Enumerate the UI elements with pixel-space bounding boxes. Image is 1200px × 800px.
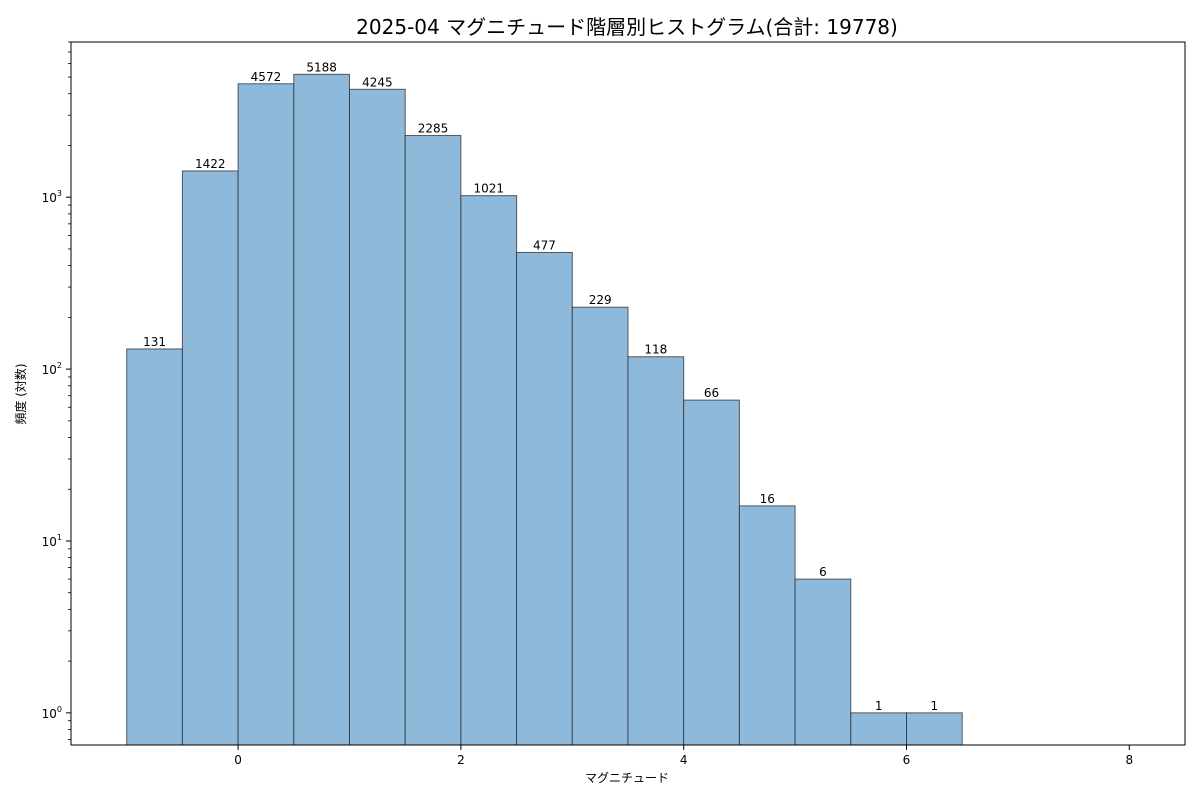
plot-area-frame — [70, 41, 1186, 746]
bar-value-label: 118 — [644, 343, 667, 357]
histogram-bar — [349, 88, 406, 746]
x-axis: 0 2 4 6 8 — [234, 745, 1133, 767]
histogram-bar — [627, 356, 685, 746]
histogram-bar — [794, 578, 852, 746]
histogram-bar — [571, 306, 629, 746]
bar-value-label: 229 — [589, 293, 612, 307]
bar-value-label: 66 — [704, 386, 719, 400]
bar-value-label: 1422 — [195, 157, 226, 171]
x-tick-label: 0 — [234, 753, 242, 767]
histogram-bar — [738, 505, 796, 746]
y-tick-label: 100 — [42, 705, 62, 721]
histogram-bar — [460, 195, 518, 746]
y-tick-label-exponent: 3 — [57, 189, 62, 198]
bar-value-label: 1021 — [473, 182, 504, 196]
bar-value-label: 6 — [819, 565, 827, 579]
bar-value-label: 131 — [143, 335, 166, 349]
bar-value-label: 1 — [931, 699, 939, 713]
chart-title: 2025-04 マグニチュード階層別ヒストグラム(合計: 19778) — [356, 15, 898, 39]
x-tick-label: 2 — [457, 753, 465, 767]
x-tick-label: 4 — [680, 753, 688, 767]
bar-value-label: 16 — [760, 492, 775, 506]
y-tick-label-exponent: 2 — [57, 361, 62, 370]
y-tick-label: 102 — [42, 361, 62, 377]
histogram-bar — [516, 251, 573, 746]
y-tick-label-exponent: 1 — [57, 533, 62, 542]
histogram-bar — [404, 135, 462, 746]
y-axis-label: 頻度 (対数) — [13, 363, 28, 424]
x-axis-label: マグニチュード — [585, 771, 669, 785]
histogram-bar — [293, 73, 350, 746]
histogram-bar — [237, 83, 295, 746]
histogram-bar — [181, 170, 239, 746]
y-tick-label-exponent: 0 — [57, 705, 62, 714]
bar-value-label: 4572 — [251, 70, 282, 84]
bar-value-label: 2285 — [418, 122, 449, 136]
y-tick-label-base: 10 — [42, 191, 57, 205]
bar-value-label: 4245 — [362, 75, 393, 89]
x-tick-label: 8 — [1125, 753, 1133, 767]
y-tick-label-base: 10 — [42, 535, 57, 549]
bars-layer — [126, 73, 963, 746]
histogram-bar — [683, 399, 740, 746]
bar-value-label: 5188 — [306, 60, 337, 74]
histogram-bar — [126, 348, 183, 746]
bar-value-label: 477 — [533, 238, 556, 252]
data-labels-layer: 1311422457251884245228510214772291186616… — [143, 60, 938, 713]
bar-value-label: 1 — [875, 699, 883, 713]
y-tick-label: 101 — [42, 533, 62, 549]
y-tick-label-base: 10 — [42, 363, 57, 377]
y-tick-label-base: 10 — [42, 707, 57, 721]
histogram-bar — [906, 712, 963, 746]
histogram-bar — [850, 712, 907, 746]
y-tick-label: 103 — [42, 189, 62, 205]
x-tick-label: 6 — [903, 753, 911, 767]
